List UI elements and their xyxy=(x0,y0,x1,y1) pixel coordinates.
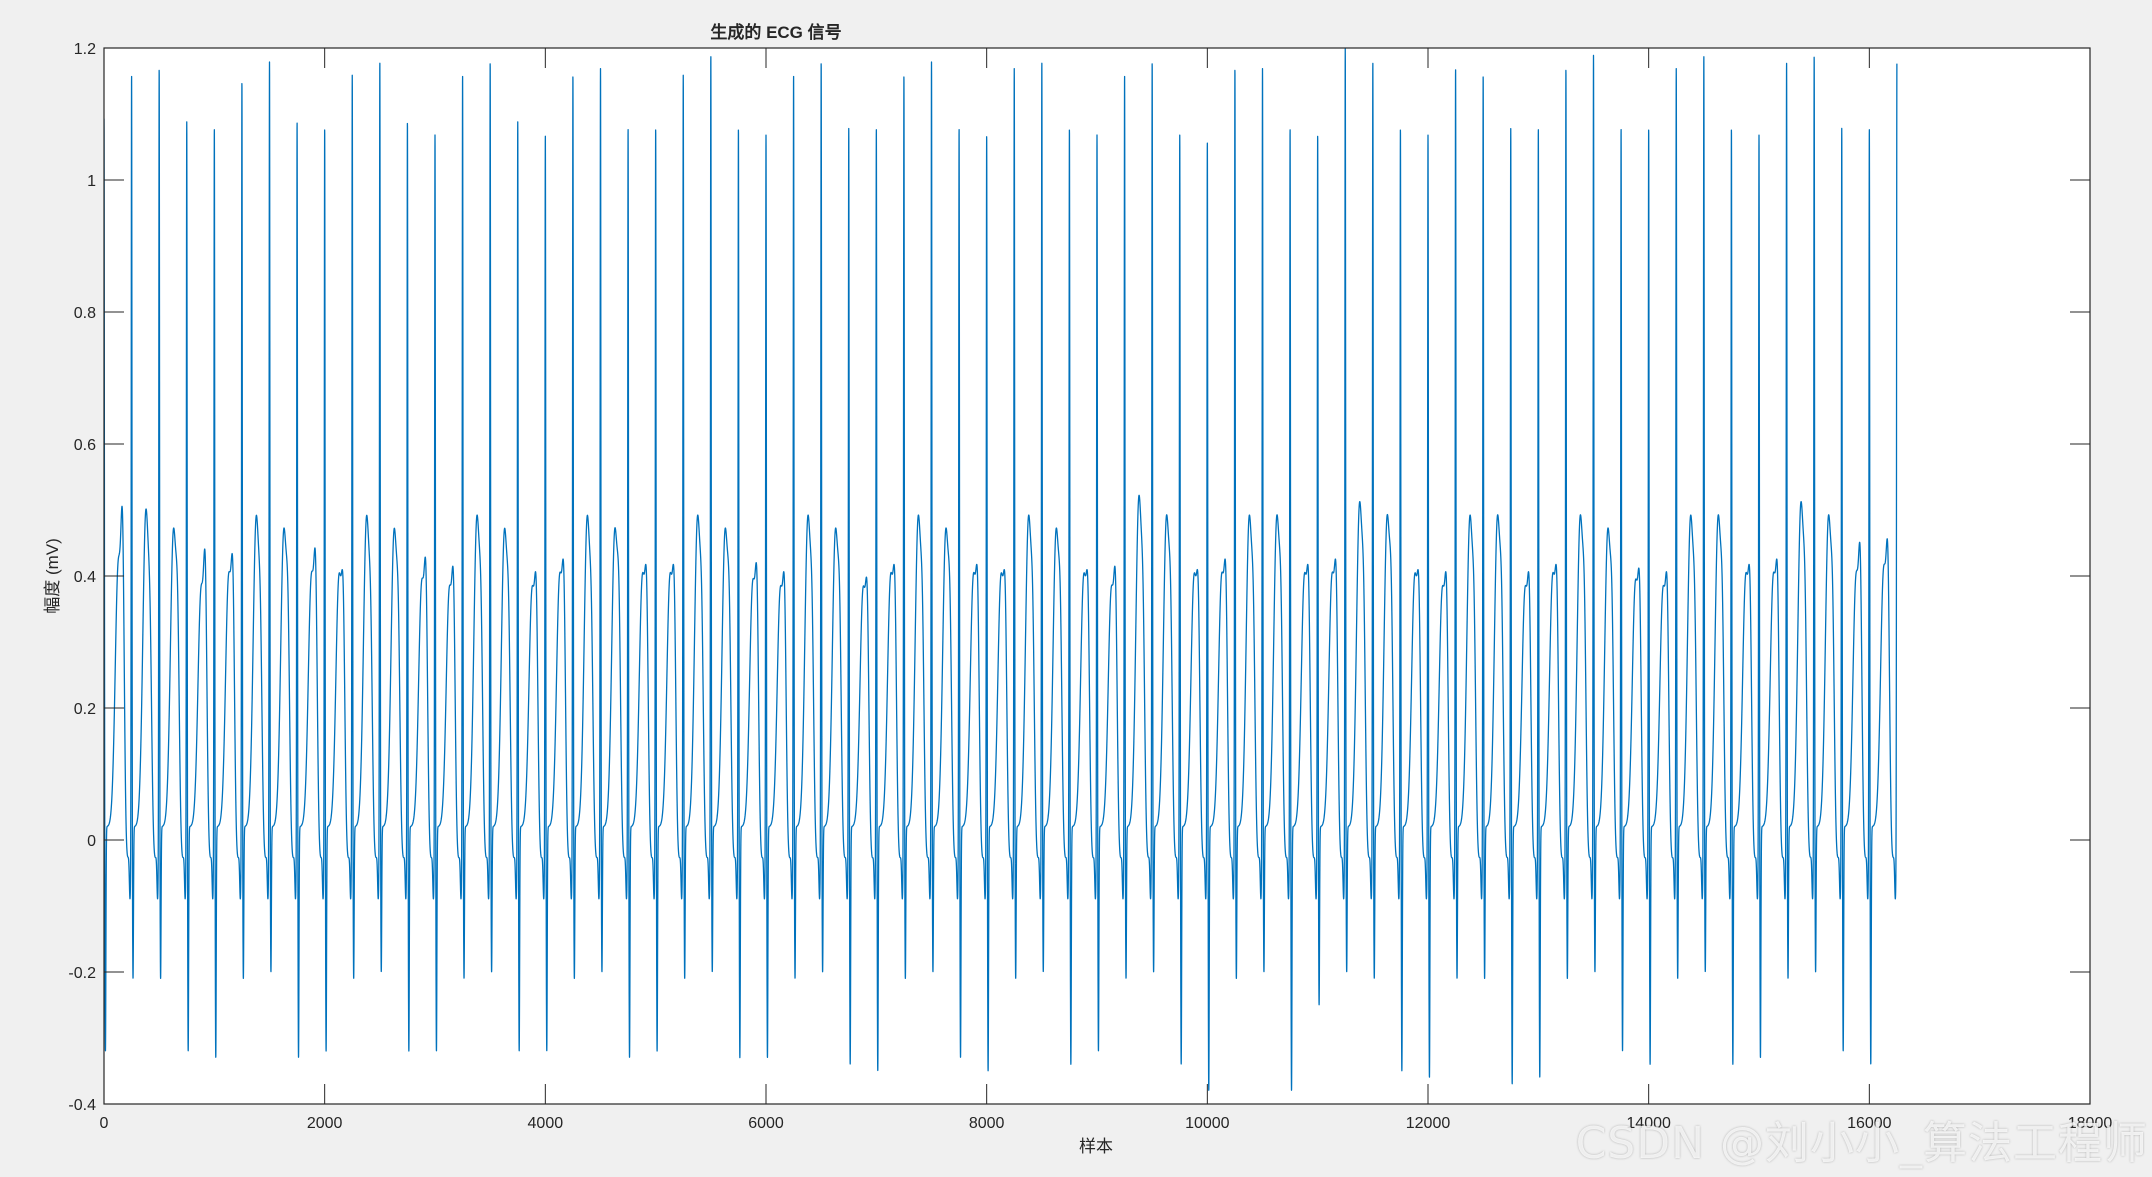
y-tick-label: 1.2 xyxy=(74,41,96,58)
x-tick-label: 10000 xyxy=(1185,1115,1230,1132)
ecg-series-group xyxy=(104,48,1898,1091)
y-tick-label: 0.8 xyxy=(74,305,96,322)
x-tick-label: 2000 xyxy=(307,1115,343,1132)
y-axis-label: 幅度 (mV) xyxy=(43,538,62,614)
y-tick-label: -0.4 xyxy=(68,1097,96,1114)
y-tick-label: 0 xyxy=(87,833,96,850)
y-tick-label: 1 xyxy=(87,173,96,190)
x-tick-label: 14000 xyxy=(1626,1115,1671,1132)
x-tick-label: 18000 xyxy=(2068,1115,2113,1132)
x-tick-label: 12000 xyxy=(1406,1115,1451,1132)
x-axis-label: 样本 xyxy=(1079,1137,1113,1156)
x-tick-label: 16000 xyxy=(1847,1115,1892,1132)
chart-title: 生成的 ECG 信号 xyxy=(710,22,841,42)
x-tick-label: 4000 xyxy=(528,1115,564,1132)
ecg-signal-line xyxy=(104,48,1898,1091)
x-tick-label: 0 xyxy=(100,1115,109,1132)
y-tick-label: -0.2 xyxy=(68,965,96,982)
y-tick-label: 0.2 xyxy=(74,701,96,718)
csdn-watermark: CSDN @刘小小_算法工程师 xyxy=(1575,1118,2148,1169)
x-tick-label: 8000 xyxy=(969,1115,1005,1132)
y-tick-label: 0.6 xyxy=(74,437,96,454)
y-tick-label: 0.4 xyxy=(74,569,96,586)
x-tick-label: 6000 xyxy=(748,1115,784,1132)
axis-ticks-group: 0 2000 4000 6000 8000 10000 12000 14000 16000 180… xyxy=(68,41,2112,1132)
